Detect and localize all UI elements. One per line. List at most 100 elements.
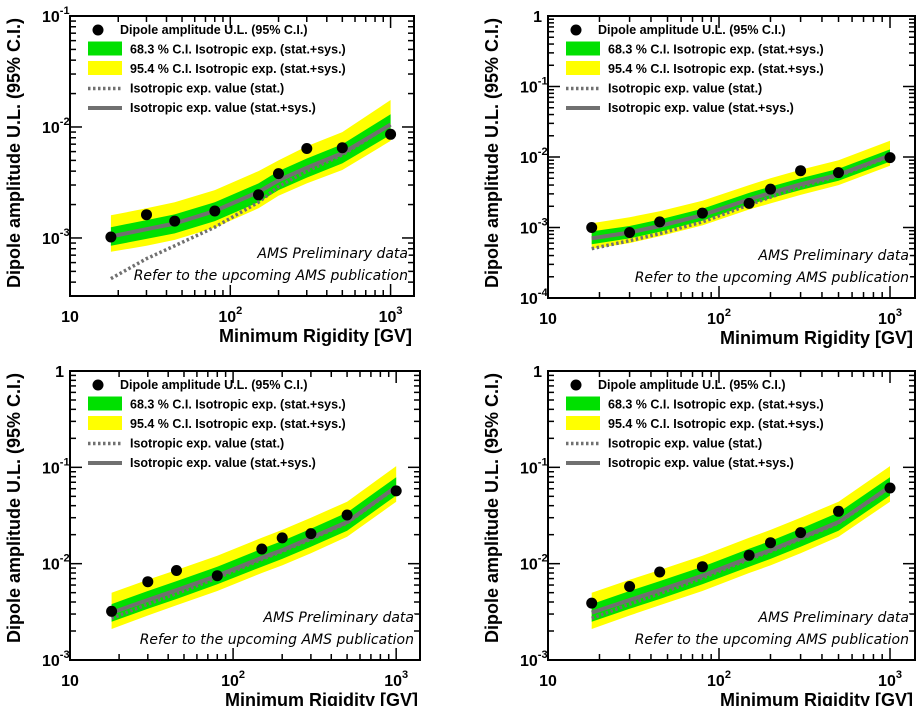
y-axis-title: Dipole amplitude U.L. (95% C.I.) [482, 373, 502, 643]
legend-marker-points [92, 379, 104, 391]
plot-frame [69, 15, 415, 297]
x-axis-title: Minimum Rigidity [GV] [219, 326, 412, 346]
legend-label-points: Dipole amplitude U.L. (95% C.I.) [598, 378, 786, 392]
legend-swatch-68 [88, 396, 122, 411]
annotation-refer: Refer to the upcoming AMS publication [140, 632, 414, 648]
data-point [169, 215, 181, 227]
data-point [336, 142, 348, 154]
x-axis-title: Minimum Rigidity [GV] [720, 690, 913, 706]
data-point [141, 209, 152, 221]
data-point [586, 222, 598, 233]
annotation-preliminary: AMS Preliminary data [757, 248, 909, 264]
y-tick-label: 10-2 [520, 146, 548, 167]
legend-label-68: 68.3 % C.I. Isotropic exp. (stat.+sys.) [130, 43, 346, 57]
data-point [305, 528, 317, 540]
line-expected-stat-sys [110, 485, 398, 615]
x-axis-title: Minimum Rigidity [GV] [225, 690, 418, 706]
data-point [743, 197, 755, 209]
legend-swatch-95 [566, 61, 600, 75]
y-tick-label: 1 [533, 364, 542, 381]
x-tick-label: 10 [539, 673, 557, 690]
plot-area [105, 100, 397, 281]
legend-swatch-68 [566, 396, 600, 411]
legend-swatch-68 [88, 41, 122, 56]
legend-marker-points [570, 379, 582, 391]
legend-label-points: Dipole amplitude U.L. (95% C.I.) [120, 23, 308, 37]
data-point [385, 128, 397, 140]
data-point [833, 505, 844, 517]
plot-area [586, 466, 896, 629]
data-point [211, 570, 223, 582]
legend-label-95: 95.4 % C.I. Isotropic exp. (stat.+sys.) [608, 62, 824, 76]
x-tick-label: 102 [707, 307, 731, 328]
data-point [765, 183, 776, 195]
legend-label-68: 68.3 % C.I. Isotropic exp. (stat.+sys.) [608, 43, 824, 57]
legend-label-stat: Isotropic exp. value (stat.) [130, 437, 284, 451]
data-point [765, 537, 776, 549]
y-tick-label: 10-1 [42, 5, 70, 26]
legend-marker-points [92, 24, 104, 36]
line-expected-stat [110, 123, 392, 281]
y-tick-label: 10-2 [520, 553, 548, 574]
legend-label-points: Dipole amplitude U.L. (95% C.I.) [598, 23, 786, 37]
annotation-refer-halo: Refer to the upcoming AMS publication [635, 632, 909, 648]
data-point [795, 527, 807, 539]
x-tick-label: 10 [539, 311, 557, 328]
x-tick-label: 102 [218, 305, 242, 326]
data-point [390, 485, 402, 497]
data-point [209, 205, 221, 217]
legend-swatch-68 [566, 41, 600, 56]
legend-label-stat: Isotropic exp. value (stat.) [608, 437, 762, 451]
data-point [833, 167, 844, 179]
x-tick-label: 103 [878, 307, 902, 328]
y-tick-label: 10-4 [520, 287, 548, 308]
legend-label-stat: Isotropic exp. value (stat.) [608, 82, 762, 96]
x-tick-label: 102 [221, 669, 245, 690]
legend-swatch-95 [88, 61, 122, 75]
data-point [884, 482, 896, 494]
plot-area [586, 140, 896, 251]
data-point [624, 227, 636, 238]
data-point [273, 168, 284, 180]
annotation-refer-halo: Refer to the upcoming AMS publication [134, 268, 408, 284]
plot-frame [69, 370, 421, 661]
annotation-refer-halo: Refer to the upcoming AMS publication [635, 270, 909, 286]
annotation-preliminary-halo: AMS Preliminary data [262, 610, 414, 626]
legend-label-statsys: Isotropic exp. value (stat.+sys.) [608, 101, 794, 115]
legend-label-statsys: Isotropic exp. value (stat.+sys.) [608, 456, 794, 470]
data-point [696, 561, 708, 573]
legend: Dipole amplitude U.L. (95% C.I.) 68.3 % C… [566, 378, 824, 470]
data-point [341, 509, 353, 521]
legend-label-95: 95.4 % C.I. Isotropic exp. (stat.+sys.) [130, 62, 346, 76]
data-point [256, 543, 268, 555]
legend-swatch-95 [566, 416, 600, 430]
band-68 [591, 477, 890, 622]
data-point [171, 565, 182, 576]
legend-label-stat: Isotropic exp. value (stat.) [130, 82, 284, 96]
annotation-preliminary-halo: AMS Preliminary data [256, 246, 408, 262]
legend-label-points: Dipole amplitude U.L. (95% C.I.) [120, 378, 308, 392]
annotation-refer: Refer to the upcoming AMS publication [635, 270, 909, 286]
y-tick-label: 10-2 [42, 553, 70, 574]
data-point [301, 143, 313, 154]
band-68 [591, 149, 890, 245]
x-tick-label: 103 [379, 305, 403, 326]
annotation-preliminary-halo: AMS Preliminary data [757, 248, 909, 264]
y-tick-label: 10-3 [520, 217, 548, 238]
data-point [884, 152, 896, 164]
legend: Dipole amplitude U.L. (95% C.I.) 68.3 % C… [88, 23, 346, 115]
x-tick-label: 103 [878, 669, 902, 690]
x-tick-label: 10 [61, 309, 79, 326]
y-tick-label: 10-3 [42, 649, 70, 670]
data-point [795, 165, 807, 177]
legend: Dipole amplitude U.L. (95% C.I.) 68.3 % C… [88, 378, 346, 470]
y-tick-label: 1 [55, 364, 64, 381]
data-point [105, 231, 117, 243]
data-point [586, 597, 598, 609]
legend-swatch-95 [88, 416, 122, 430]
annotation-refer: Refer to the upcoming AMS publication [134, 268, 408, 284]
plot-frame [547, 370, 916, 661]
legend-label-statsys: Isotropic exp. value (stat.+sys.) [130, 456, 316, 470]
